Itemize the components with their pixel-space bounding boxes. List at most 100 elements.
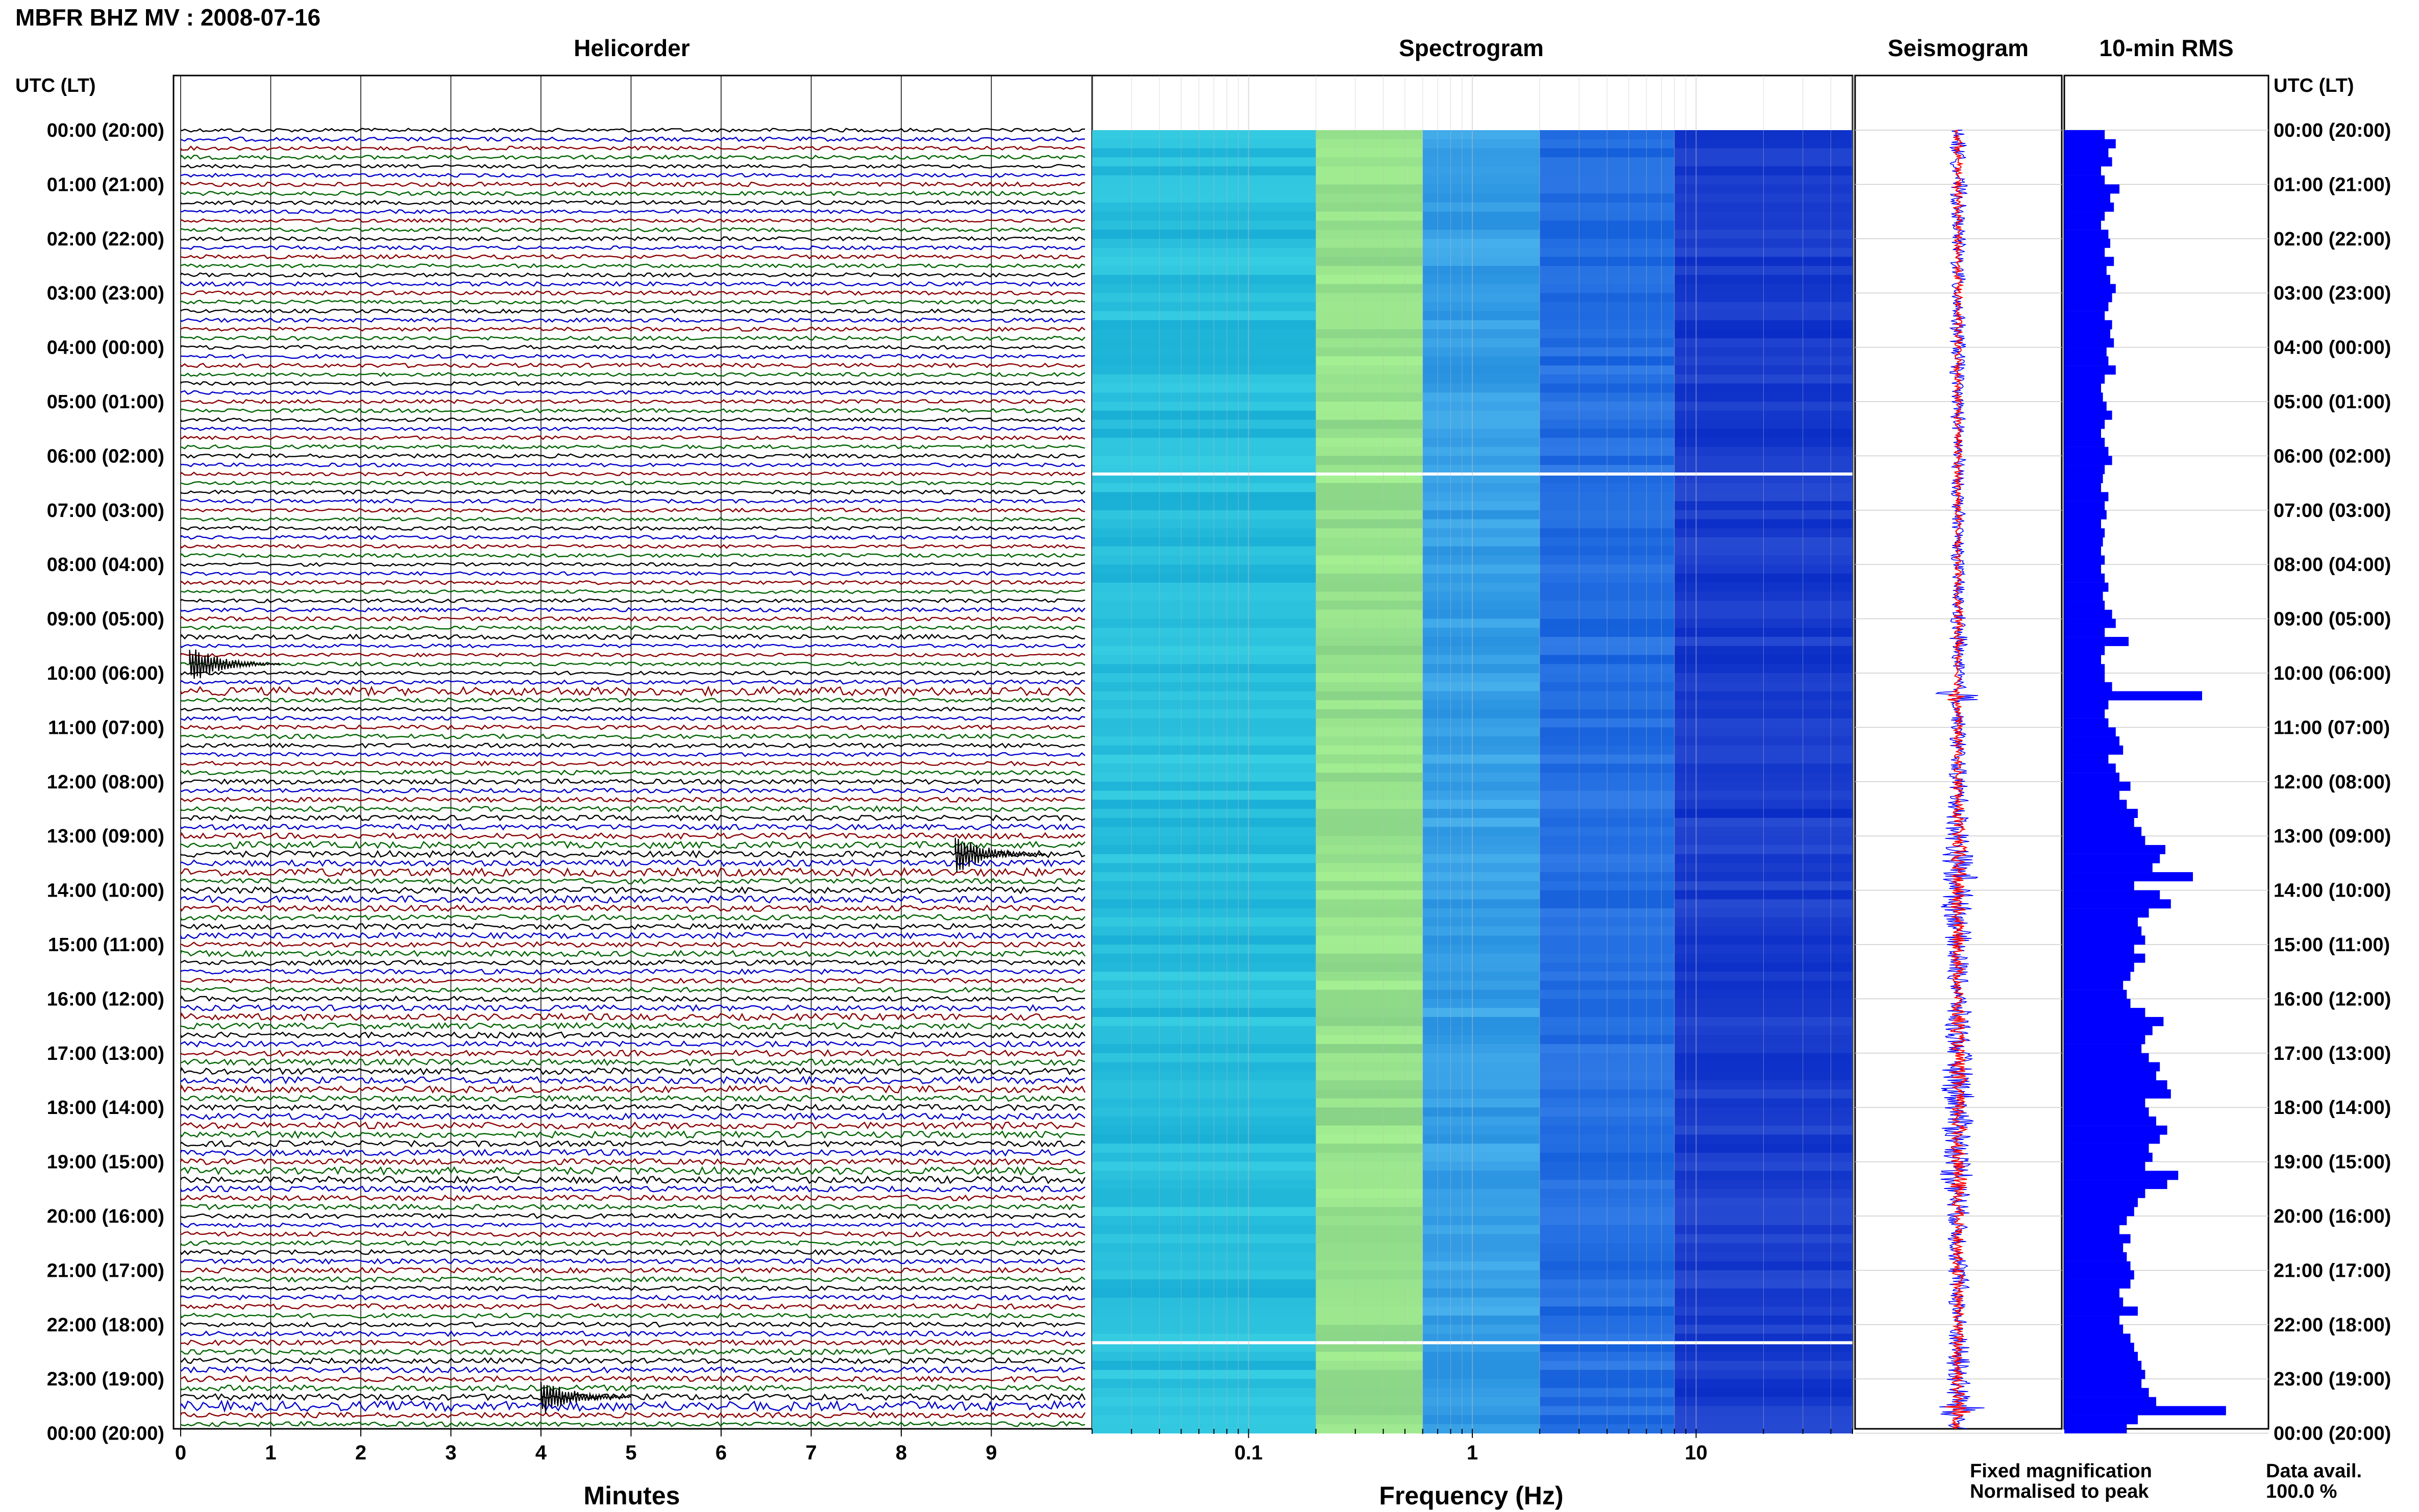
spectrogram-cell (1316, 890, 1423, 900)
spectrogram-cell (1422, 1216, 1540, 1226)
rms-bar (2064, 800, 2127, 809)
helicorder-trace (180, 598, 1085, 603)
spectrogram-cell (1316, 1116, 1423, 1126)
spectrogram-cell (1316, 800, 1423, 809)
helicorder-events (189, 649, 1046, 1414)
minute-tick-label: 4 (535, 1442, 547, 1464)
spectrogram-cell (1092, 447, 1316, 456)
spectrogram-cell (1316, 537, 1423, 547)
spectrogram-cell (1316, 582, 1423, 592)
spectrogram-cell (1092, 1343, 1316, 1352)
helicorder-trace (180, 959, 1085, 966)
spectrogram-cell (1092, 1152, 1316, 1162)
spectrogram-cell (1092, 465, 1316, 475)
rms-bar (2064, 637, 2129, 647)
frequency-axis-label: Frequency (Hz) (1379, 1481, 1563, 1510)
spectrogram-cell (1422, 1017, 1540, 1027)
rms-bar (2064, 1207, 2134, 1217)
legend-normalised: Normalised to peak (1970, 1481, 2149, 1502)
seismogram-normalised-trace (1945, 130, 1970, 1429)
spectrogram-cell (1316, 1234, 1423, 1244)
spectrogram-cell (1316, 1316, 1423, 1325)
helicorder-trace (180, 1249, 1085, 1256)
spectrogram-cell (1092, 1171, 1316, 1180)
helicorder-trace (180, 615, 1085, 622)
spectrogram-cell (1422, 646, 1540, 655)
helicorder-trace (180, 136, 1085, 142)
spectrogram-cell (1316, 655, 1423, 664)
spectrogram-cell (1422, 447, 1540, 456)
time-tick-label-right: 00:00 (20:00) (2274, 1423, 2391, 1445)
spectrogram-cell (1316, 1360, 1423, 1370)
spectrogram-cell (1316, 854, 1423, 863)
spectrogram-cell (1092, 374, 1316, 384)
rms-bar (2064, 130, 2105, 139)
spectrogram-cell (1092, 293, 1316, 303)
helicorder-trace (180, 272, 1085, 278)
spectrogram-cell (1092, 1333, 1316, 1343)
rms-bar (2064, 1343, 2134, 1352)
rms-bar (2064, 700, 2109, 710)
spectrogram-cell (1316, 980, 1423, 990)
rms-bar (2064, 329, 2110, 339)
helicorder-trace (180, 1022, 1085, 1030)
spectrogram-cell (1422, 1387, 1540, 1398)
helicorder-trace (180, 1031, 1085, 1039)
frequency-tick-label: 1 (1467, 1442, 1478, 1464)
helicorder-trace (180, 1231, 1085, 1237)
rms-bar (2064, 682, 2112, 691)
spectrogram-cell (1422, 1035, 1540, 1045)
rms-bar (2064, 1415, 2138, 1425)
data-avail-value: 100.0 % (2266, 1481, 2337, 1502)
helicorder-trace (180, 362, 1085, 368)
time-tick-label-right: 11:00 (07:00) (2274, 717, 2390, 738)
helicorder-trace (180, 1040, 1085, 1048)
rms-bar (2064, 456, 2112, 465)
spectrogram-cell (1092, 1297, 1316, 1307)
helicorder-trace (180, 526, 1085, 531)
spectrogram-cell (1092, 935, 1316, 945)
spectrogram-cell (1092, 275, 1316, 284)
spectrogram-cell (1316, 1415, 1423, 1425)
helicorder-trace (180, 335, 1085, 341)
helicorder-trace (180, 995, 1085, 1002)
spectrogram-cell (1092, 211, 1316, 221)
spectrogram-cell (1092, 854, 1316, 863)
rms-bar (2064, 854, 2160, 863)
spectrogram-cell (1092, 773, 1316, 782)
spectrogram-cell (1422, 510, 1540, 519)
spectrogram-cell (1422, 1188, 1540, 1198)
helicorder-trace (180, 480, 1085, 486)
time-tick-label-right: 10:00 (06:00) (2274, 663, 2391, 684)
rms-bar (2064, 664, 2105, 674)
spectrogram-cell (1316, 999, 1423, 1008)
helicorder-trace (180, 1175, 1086, 1185)
helicorder-trace (180, 390, 1085, 395)
rms-bar (2064, 1161, 2145, 1171)
helicorder-trace (180, 814, 1085, 822)
helicorder-trace (180, 1067, 1085, 1076)
rms-bar (2064, 230, 2109, 239)
spectrogram-cell (1422, 1225, 1540, 1234)
spectrogram-cell (1316, 1324, 1423, 1334)
spectrogram-cell (1316, 1397, 1423, 1406)
rms-bar (2064, 1125, 2167, 1135)
rms-bar (2064, 1008, 2145, 1018)
helicorder-trace (180, 1075, 1085, 1085)
spectrogram-cell (1316, 1243, 1423, 1253)
spectrogram-cell (1092, 257, 1316, 266)
time-tick-label-left: 08:00 (04:00) (47, 554, 164, 576)
spectrogram-cell (1422, 546, 1540, 556)
helicorder-trace (180, 1285, 1085, 1292)
rms-bar (2064, 437, 2105, 447)
time-tick-label-left: 07:00 (03:00) (47, 500, 164, 522)
spectrogram-cell (1422, 962, 1540, 972)
helicorder-trace (180, 1112, 1085, 1121)
spectrogram-cell (1092, 528, 1316, 538)
spectrogram-cell (1316, 1053, 1423, 1062)
spectrogram-cell (1316, 1152, 1423, 1162)
rms-bar (2064, 655, 2101, 664)
spectrogram-cell (1422, 184, 1540, 194)
minute-tick-label: 7 (805, 1442, 817, 1464)
spectrogram-cell (1422, 709, 1540, 719)
